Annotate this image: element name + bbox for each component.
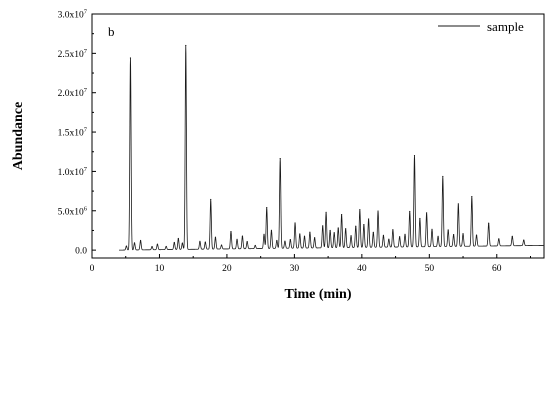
peak-apex-marker [266,206,268,209]
peak-apex-marker [210,198,212,201]
peak-apex-marker [341,214,343,216]
peak-apex-marker [322,225,324,227]
peak-apex-marker [453,234,455,236]
peak-apex-marker [392,229,394,231]
peak-apex-marker [230,230,232,233]
peak-apex-marker [329,229,331,232]
peak-apex-marker [270,229,273,231]
peak-apex-marker [372,231,374,233]
peak-apex-marker [236,238,238,240]
peak-apex-marker [363,223,365,226]
peak-apex-marker [471,196,473,198]
peak-apex-marker [382,234,385,236]
peak-apex-marker [156,243,159,245]
x-tick-label: 0 [90,264,95,274]
peak-apex-marker [498,238,500,240]
peak-apex-marker [413,154,416,157]
peak-apex-marker [129,57,132,59]
peak-apex-marker [139,239,142,242]
peak-apex-marker [279,158,281,160]
plot-frame [91,13,545,259]
y-axis-ticks: 0.0 5.0x106 1.0x107 1.5x107 2.0x107 2.5x107 3.… [58,9,96,257]
peak-apex-marker [325,211,327,214]
peak-apex-marker [165,245,167,248]
peak-apex-marker [377,210,379,212]
peak-apex-marker [241,235,244,237]
peak-apex-marker [388,238,390,240]
peak-apex-marker [475,234,478,236]
y-tick-label: 2.5x107 [58,48,88,60]
x-tick-label: 40 [357,264,367,274]
peak-apex-marker [299,233,301,235]
peak-apex-marker [409,210,411,213]
y-tick-label: 2.0x107 [58,87,88,99]
peak-apex-marker [181,242,183,244]
peak-apex-marker [368,218,370,220]
peak-apex-marker [333,232,335,234]
y-tick-label: 1.0x107 [58,166,88,178]
peak-apex-marker [254,244,256,247]
peak-apex-marker [214,236,217,238]
peak-apex-marker [447,229,449,231]
peak-apex-marker [199,240,201,242]
peak-apex-marker [133,242,136,244]
peak-apex-marker [437,235,439,237]
peak-apex-marker [345,228,347,230]
peak-apex-marker [289,238,291,241]
peak-apex-marker [303,235,306,237]
x-tick-label: 10 [155,264,165,274]
peak-apex-marker [350,235,352,237]
peak-apex-marker [204,241,206,243]
series-layer [118,44,545,251]
peak-apex-marker [426,212,428,214]
peak-apex-marker [263,233,265,235]
peak-apex-marker [309,231,311,233]
peak-apex-marker [442,175,444,178]
peak-apex-marker [276,239,278,242]
peak-apex-marker [185,44,187,47]
peak-apex-marker [337,227,339,229]
series-line-sample [118,45,545,251]
y-tick-label: 5.0x106 [58,205,88,217]
peak-apex-marker [125,245,128,247]
peak-apex-marker [284,240,286,242]
y-tick-label: 3.0x107 [58,9,88,21]
peak-apex-marker [404,233,406,235]
x-tick-label: 20 [222,264,232,274]
peak-apex-marker [523,239,525,241]
panel-label: b [108,24,115,39]
peak-apex-marker [314,237,316,239]
x-tick-label: 30 [290,264,300,274]
peak-apex-marker [355,225,357,227]
peak-apex-marker [294,222,296,224]
x-axis-title: Time (min) [284,287,351,302]
peak-apex-marker [511,235,513,237]
peak-apex-marker [220,244,223,246]
peak-apex-marker [359,209,361,211]
y-axis-title: Abundance [11,102,26,170]
peak-apex-marker [457,203,459,205]
peak-apex-marker [419,217,421,220]
legend-label-sample: sample [487,19,524,34]
x-tick-label: 50 [425,264,435,274]
peak-apex-marker [173,241,175,244]
peak-apex-marker [462,233,464,235]
peak-apex-marker [151,246,153,248]
y-tick-label: 0.0 [75,247,87,257]
peak-apex-marker [177,237,179,240]
peak-apex-marker [488,222,490,224]
legend: sample [438,19,524,34]
y-tick-label: 1.5x107 [58,127,88,139]
peak-apex-marker [431,228,433,230]
peak-apex-marker [246,241,248,243]
x-tick-label: 60 [492,264,502,274]
peak-apex-marker [399,236,401,238]
x-axis-ticks: 0 10 20 30 40 50 60 [90,254,532,274]
